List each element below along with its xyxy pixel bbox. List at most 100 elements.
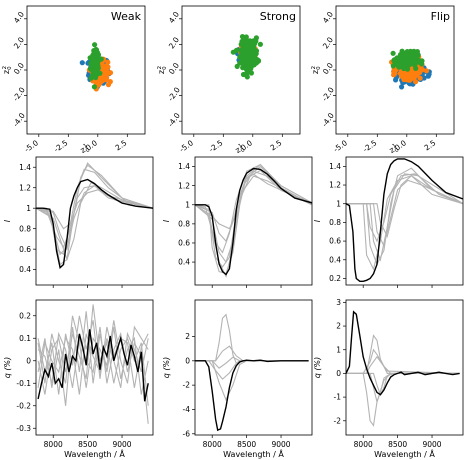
- y-tick-label: -2: [334, 416, 342, 425]
- scatter-point: [395, 62, 401, 69]
- y-tick-label: -1: [334, 393, 342, 402]
- scatter-point: [91, 48, 97, 54]
- y-tick-label: 1.4: [178, 162, 190, 171]
- scatter-point: [240, 56, 246, 62]
- y-tick-label: 2.0: [167, 35, 181, 50]
- scatter-point: [91, 84, 97, 90]
- y-axis-label: I: [313, 219, 322, 222]
- scatter-point: [423, 68, 430, 74]
- panel-title: Weak: [111, 10, 142, 23]
- grey-series-line: [37, 311, 149, 406]
- y-tick-label: 0.0: [321, 61, 335, 76]
- scatter-point: [240, 71, 247, 78]
- x-tick-label: -2.5: [361, 138, 378, 154]
- y-tick-label: 0.1: [19, 334, 31, 343]
- y-tick-label: 0.6: [329, 237, 341, 246]
- x-tick-label: -2.5: [207, 138, 224, 154]
- panel-frame: [345, 156, 464, 286]
- black-series-line: [37, 329, 149, 402]
- line-panel-3: 1.4 1.2 1 0.8 0.6 0.4 I: [3, 156, 154, 288]
- x-tick-label: -2.5: [52, 138, 69, 154]
- scatter-point: [417, 75, 423, 81]
- black-series-line: [346, 158, 463, 282]
- x-tick-label: 8500: [78, 440, 97, 449]
- y-tick-label: 1.2: [19, 183, 31, 192]
- scatter-point: [230, 49, 236, 55]
- x-axis-label: z01: [79, 143, 92, 157]
- scatter-point: [251, 62, 257, 68]
- x-tick-label: 9000: [422, 440, 441, 449]
- y-tick-label: -0.3: [16, 424, 31, 433]
- grey-series-line: [36, 181, 153, 262]
- black-series-line: [36, 178, 153, 269]
- x-tick-label: 2.5: [114, 138, 129, 152]
- scatter-point: [391, 72, 397, 78]
- y-axis-label: z02: [2, 66, 13, 74]
- black-series-line: [195, 359, 309, 432]
- y-tick-label: -2: [183, 381, 191, 390]
- x-tick-label: 2.5: [423, 138, 438, 152]
- scatter-point: [403, 73, 409, 79]
- line-panel-6: 0.2 0.1 0 -0.1 -0.2 -0.3 8000 8500 9000 q (%) Wave…: [3, 299, 154, 459]
- grey-series-line: [346, 372, 460, 404]
- black-series-line: [346, 310, 460, 396]
- scatter-series-2: [230, 34, 263, 80]
- line-panel-7: 2 0 -2 -4 -6 8000 8500 9000 q (%) Wavelength / Å: [162, 299, 313, 459]
- scatter-point: [399, 84, 405, 90]
- x-tick-label: 8000: [354, 440, 373, 449]
- y-tick-label: 0.2: [19, 311, 31, 320]
- scatter-point: [91, 54, 97, 60]
- scatter-point: [412, 62, 418, 68]
- x-axis-label: z01: [234, 143, 247, 157]
- panel-frame: [35, 156, 154, 286]
- y-tick-label: 4.0: [167, 10, 181, 25]
- x-axis-label: Wavelength / Å: [64, 448, 125, 459]
- y-tick-label: 0.6: [19, 245, 31, 254]
- grey-series-line: [346, 372, 460, 427]
- grey-series-line: [195, 163, 312, 279]
- series-group: [346, 158, 463, 282]
- scatter-point: [234, 63, 240, 69]
- x-axis-label: Wavelength / Å: [374, 448, 435, 459]
- scatter-point: [98, 56, 104, 62]
- scatter-panel-1: 4.02.00.0-2.0-4.0-5.0 -2.5 0.0 2.5Strongz02…: [157, 5, 301, 157]
- scatter-point: [246, 46, 252, 53]
- y-axis-label: q (%): [162, 357, 171, 378]
- scatter-point: [242, 47, 248, 54]
- x-tick-label: -5.0: [23, 138, 40, 154]
- scatter-point: [99, 78, 105, 84]
- x-axis-label: Wavelength / Å: [223, 448, 284, 459]
- y-tick-label: 0.4: [329, 255, 341, 264]
- y-tick-label: 1.2: [329, 181, 341, 190]
- y-tick-label: 4.0: [12, 10, 26, 25]
- y-tick-label: 0.4: [178, 258, 190, 267]
- panel-frame: [194, 156, 313, 286]
- series-group: [195, 163, 312, 279]
- y-tick-label: 0: [185, 356, 190, 365]
- y-tick-label: 1: [336, 199, 341, 208]
- y-tick-label: -2.0: [320, 85, 336, 102]
- scatter-point: [399, 48, 405, 54]
- scatter-point: [244, 74, 250, 80]
- grey-series-line: [36, 185, 153, 251]
- panel-frame: [35, 299, 154, 436]
- scatter-point: [248, 65, 254, 72]
- y-tick-label: 1.4: [329, 162, 341, 171]
- scatter-point: [403, 63, 409, 69]
- x-axis-label: z01: [388, 143, 401, 157]
- scatter-point: [250, 48, 256, 54]
- y-axis-label: I: [162, 219, 171, 222]
- y-axis-label: z02: [311, 66, 322, 74]
- x-tick-label: -5.0: [332, 138, 349, 154]
- scatter-point: [79, 60, 85, 66]
- grey-series-line: [346, 175, 463, 238]
- y-tick-label: 0.8: [329, 218, 341, 227]
- scatter-point: [390, 50, 396, 56]
- scatter-panel-0: 4.02.00.0-2.0-4.0-5.0 -2.5 0.0 2.5Weakz02z0…: [2, 5, 146, 157]
- scatter-point: [92, 42, 98, 48]
- scatter-point: [257, 41, 263, 47]
- grey-series-line: [346, 355, 460, 374]
- grey-series-line: [346, 173, 463, 243]
- scatter-point: [254, 56, 260, 63]
